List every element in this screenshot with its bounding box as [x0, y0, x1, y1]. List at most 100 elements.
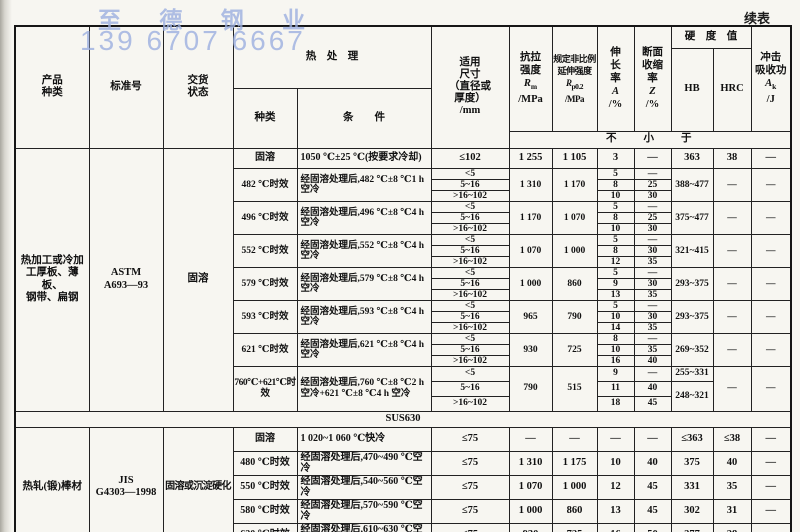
- cell-ht-type: 固溶: [232, 426, 298, 452]
- cell-condition: 经固溶处理后,496 ℃±8 ℃4 h 空冷: [296, 200, 432, 235]
- cell-ak: —: [750, 200, 792, 235]
- cell-elongation: 12: [596, 255, 635, 268]
- cell-reduction: 35: [633, 288, 672, 301]
- cell-elongation: 10: [596, 343, 635, 356]
- cell-ht-type: 760℃+621℃时效: [232, 365, 298, 412]
- cell-condition: 经固溶处理后,579 ℃±8 ℃4 h 空冷: [296, 266, 432, 301]
- cell-condition: 1050 ℃±25 ℃(按要求冷却): [296, 147, 432, 169]
- cell-reduction: 30: [633, 244, 672, 257]
- cell-size: 5~16: [430, 244, 510, 257]
- cell-reduction: 30: [633, 310, 672, 323]
- cell-hrc: —: [712, 266, 752, 301]
- table-header-row: HB HRC: [15, 47, 791, 132]
- cell-ak: —: [750, 167, 792, 202]
- cell-size: <5: [430, 299, 510, 312]
- cell-ht-type: 496 ℃时效: [232, 200, 298, 235]
- cell-size: 5~16: [430, 211, 510, 224]
- cell-hb: 331: [670, 474, 714, 500]
- cell-reduction: 30: [633, 277, 672, 290]
- cell-elongation: 11: [596, 380, 635, 397]
- cell-ak: —: [750, 332, 792, 367]
- continued-table-label: 续表: [744, 11, 771, 26]
- table-row: 热轧(锻)棒材 JIS G4303—1998 固溶或沉淀硬化 固溶 1 020~…: [14, 426, 792, 532]
- cell-rm: 930: [508, 332, 553, 367]
- cell-reduction: 40: [633, 354, 672, 367]
- cell-condition: 经固溶处理后,593 ℃±8 ℃4 h 空冷: [296, 299, 432, 334]
- cell-rp02: 1 175: [551, 450, 598, 476]
- grade-row: SUS630: [14, 410, 792, 428]
- cell-reduction: —: [633, 200, 672, 213]
- cell-hrc: —: [712, 332, 752, 367]
- table-header-row: 种类 条 件: [15, 87, 791, 149]
- cell-hb: 293~375: [670, 266, 714, 301]
- cell-size: ≤75: [430, 426, 510, 452]
- cell-ht-type: 550 ℃时效: [232, 474, 298, 500]
- cell-elongation: 10: [596, 310, 635, 323]
- cell-elongation: 14: [596, 321, 635, 334]
- cell-elongation: 16: [596, 354, 635, 367]
- cell-rp02: 1 000: [551, 474, 598, 500]
- table-row: 593 ℃时效 经固溶处理后,593 ℃±8 ℃4 h 空冷 <5 965 79…: [15, 299, 792, 334]
- cell-ak: —: [750, 522, 792, 532]
- header-hb: HB: [670, 47, 714, 132]
- cell-hb: ≤363: [670, 426, 714, 452]
- cell-rm: 1 255: [508, 147, 553, 169]
- cell-reduction: 45: [633, 395, 672, 412]
- cell-elongation: 8: [596, 332, 635, 345]
- header-product-type: 产品 种类: [14, 25, 90, 149]
- table-header-row: 产品 种类 标准号 交货 状态 热 处 理 适用 尺寸 （直径或 厚度） /mm…: [14, 25, 792, 149]
- cell-ak: —: [750, 147, 792, 169]
- cell-condition: 经固溶处理后,482 ℃±8 ℃1 h 空冷: [296, 167, 432, 202]
- cell-ht-type: 482 ℃时效: [232, 167, 298, 202]
- cell-size: <5: [430, 200, 510, 213]
- cell-elongation: 10: [596, 222, 635, 235]
- cell-reduction: —: [633, 233, 672, 246]
- cell-condition: 经固溶处理后,621 ℃±8 ℃4 h 空冷: [296, 332, 432, 367]
- cell-hb: 277: [670, 522, 714, 532]
- cell-elongation: 16: [596, 522, 635, 532]
- cell-hb: 363: [670, 147, 714, 169]
- cell-elongation: 3: [596, 147, 635, 169]
- cell-size: 5~16: [430, 343, 510, 356]
- cell-elongation: 13: [596, 288, 635, 301]
- table-row: 760℃+621℃时效 经固溶处理后,760 ℃±8 ℃2 h 空冷+621 ℃…: [15, 365, 792, 412]
- cell-elongation: 10: [596, 189, 635, 202]
- cell-hb: 375: [670, 450, 714, 476]
- cell-hrc: 38: [712, 147, 752, 169]
- cell-rm: 1 170: [508, 200, 553, 235]
- cell-elongation: 5: [596, 299, 635, 312]
- cell-hb: 388~477: [670, 167, 714, 202]
- cell-size: ≤75: [430, 450, 510, 476]
- cell-reduction: —: [633, 426, 672, 452]
- cell-size: <5: [430, 233, 510, 246]
- cell-rp02: 860: [551, 498, 598, 524]
- header-hardness-value: 硬 度 值: [670, 25, 752, 49]
- cell-size: 5~16: [430, 277, 510, 290]
- cell-elongation: —: [596, 426, 635, 452]
- cell-ht-type: 552 ℃时效: [232, 233, 298, 268]
- cell-rm: —: [508, 426, 553, 452]
- cell-rp02: 725: [551, 522, 598, 532]
- cell-size: >16~102: [430, 354, 510, 367]
- cell-ak: —: [750, 233, 792, 268]
- cell-reduction: —: [633, 147, 672, 169]
- cell-size: >16~102: [430, 222, 510, 235]
- cell-condition: 1 020~1 060 ℃快冷: [296, 426, 432, 452]
- table-row: 580 ℃时效 经固溶处理后,570~590 ℃空冷 ≤75 1 000 860…: [15, 498, 792, 524]
- header-ht-condition: 条 件: [296, 87, 432, 149]
- watermark: 至 德 钢 业: [98, 7, 322, 33]
- cell-elongation: 8: [596, 211, 635, 224]
- cell-rp02: 1 070: [551, 200, 598, 235]
- cell-reduction: 50: [633, 522, 672, 532]
- cell-rm: 965: [508, 299, 553, 334]
- cell-size: >16~102: [430, 321, 510, 334]
- cell-hrc: —: [712, 167, 752, 202]
- cell-elongation: 12: [596, 474, 635, 500]
- cell-reduction: 35: [633, 343, 672, 356]
- header-applicable-size: 适用 尺寸 （直径或 厚度） /mm: [430, 25, 510, 149]
- cell-rp02: 1 105: [551, 147, 598, 169]
- cell-rp02: 725: [551, 332, 598, 367]
- cell-condition: 经固溶处理后,470~490 ℃空冷: [296, 450, 432, 476]
- cell-size: 5~16: [430, 178, 510, 191]
